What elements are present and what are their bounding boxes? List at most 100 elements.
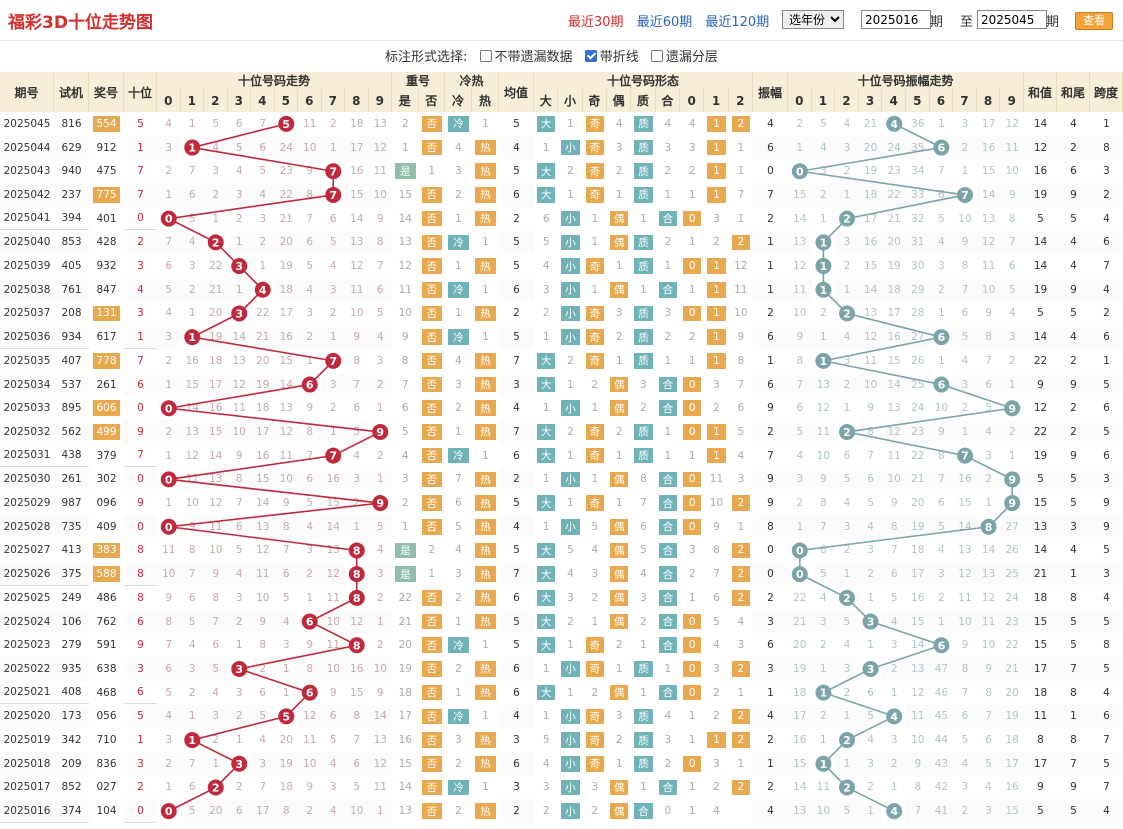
shape-cell: 11 — [734, 283, 748, 296]
amp-omission: 6 — [788, 396, 812, 421]
shape-cell: 1 — [707, 305, 726, 322]
shape-cell: 1 — [567, 188, 574, 201]
trend-omission: 7 — [345, 728, 369, 752]
shape-cell: 5 — [640, 544, 647, 557]
trend-omission: 4 — [368, 325, 392, 349]
row-tail: 6 — [1057, 159, 1090, 184]
trend-omission: 12 — [227, 372, 251, 397]
period-120-link[interactable]: 最近120期 — [705, 15, 770, 30]
amp-omission: 21 — [906, 467, 930, 492]
checkbox-icon[interactable] — [479, 50, 492, 62]
amp-omission: 3 — [1000, 325, 1024, 349]
shape-cell: 合 — [658, 779, 677, 796]
trend-omission: 9 — [251, 609, 275, 634]
row-ten: 7 — [124, 183, 157, 207]
trend-omission: 1 — [204, 751, 228, 776]
trend-omission: 5 — [251, 704, 275, 729]
shape-cell: 8 — [737, 354, 745, 367]
row-number: 775 — [93, 187, 120, 203]
shape-cell: 1 — [707, 258, 726, 274]
trend-omission: 14 — [368, 704, 392, 729]
amp-omission: 5 — [835, 467, 859, 492]
row-tail: 4 — [1057, 325, 1090, 349]
row-test: 209 — [54, 751, 89, 776]
amp-omission: 4 — [953, 751, 977, 776]
header-avg: 均值 — [499, 72, 534, 112]
shape-cell: 偶 — [610, 281, 629, 298]
amp-omission: 8 — [953, 657, 977, 681]
row-test: 895 — [54, 396, 89, 421]
coldhot-cell: 1 — [455, 212, 462, 225]
repeat-cell: 否 — [421, 281, 442, 298]
option-polyline[interactable]: 带折线 — [584, 46, 639, 65]
repeat-cell: 否 — [421, 305, 442, 322]
period-30-link[interactable]: 最近30期 — [568, 15, 624, 30]
row-tail: 1 — [1057, 704, 1090, 729]
shape-cell: 4 — [713, 639, 720, 652]
repeat-cell: 18 — [398, 686, 412, 699]
coldhot-cell: 冷 — [448, 637, 469, 654]
checkbox-checked-icon[interactable] — [584, 50, 597, 62]
shape-cell: 7 — [737, 378, 745, 391]
trend-omission: 4 — [368, 538, 392, 563]
option-no-omission[interactable]: 不带遗漏数据 — [479, 46, 573, 65]
range-to-input[interactable] — [977, 10, 1047, 29]
year-select[interactable]: 选年份 — [782, 10, 844, 29]
shape-cell: 1 — [615, 260, 623, 273]
trend-omission: 3 — [227, 680, 251, 705]
trend-omission: 3 — [345, 467, 369, 492]
trend-omission: 10 — [345, 301, 369, 326]
shape-cell: 质 — [634, 258, 653, 274]
period-60-link[interactable]: 最近60期 — [636, 15, 693, 30]
row-amplitude: 3 — [753, 657, 788, 681]
row-test: 237 — [54, 183, 89, 207]
amp-omission: 7 — [929, 159, 954, 184]
amp-omission: 6 — [976, 728, 1001, 752]
row-amplitude: 2 — [753, 420, 788, 444]
coldhot-cell: 热 — [475, 755, 496, 772]
coldhot-cell: 6 — [455, 497, 462, 510]
repeat-cell: 21 — [398, 615, 412, 628]
repeat-cell: 否 — [421, 353, 442, 369]
shape-cell: 3 — [664, 307, 672, 320]
row-id: 2025031 — [0, 443, 54, 468]
row-span: 1 — [1090, 349, 1123, 373]
page-title: 福彩3D十位走势图 — [8, 13, 153, 33]
shape-cell: 1 — [591, 402, 599, 415]
row-sum: 22 — [1024, 420, 1057, 444]
shape-cell: 质 — [634, 329, 653, 345]
range-from-input[interactable] — [861, 10, 931, 29]
shape-cell: 小 — [561, 210, 580, 227]
row-number: 932 — [96, 260, 117, 273]
option-omission-layer[interactable]: 遗漏分层 — [650, 46, 718, 65]
amp-omission: 15 — [882, 349, 906, 373]
trend-omission: 1 — [321, 325, 345, 349]
coldhot-cell: 1 — [482, 331, 489, 344]
option-label: 遗漏分层 — [665, 50, 718, 65]
amp-omission: 11 — [811, 420, 836, 444]
trend-omission: 2 — [227, 704, 251, 729]
row-avg: 6 — [499, 277, 534, 302]
shape-cell: 5 — [542, 734, 550, 747]
checkbox-icon[interactable] — [650, 50, 663, 62]
trend-omission: 1 — [368, 396, 392, 421]
repeat-cell: 13 — [398, 805, 412, 818]
row-test: 413 — [54, 538, 89, 563]
amp-omission: 5 — [858, 704, 883, 729]
trend-omission: 16 — [321, 467, 345, 492]
row-span: 5 — [1090, 657, 1123, 681]
row-id: 2025024 — [0, 609, 54, 634]
trend-omission: 3 — [368, 349, 392, 373]
shape-cell: 0 — [683, 258, 702, 274]
shape-cell: 合 — [658, 590, 677, 606]
trend-omission: 7 — [204, 609, 228, 634]
row-avg: 6 — [499, 443, 534, 468]
row-span: 4 — [1090, 277, 1123, 302]
query-button[interactable]: 查看 — [1075, 12, 1113, 30]
row-id: 2025027 — [0, 538, 54, 563]
row-number: 778 — [93, 353, 120, 369]
trend-omission: 6 — [251, 135, 275, 160]
row-test: 342 — [54, 728, 89, 752]
amp-omission: 4 — [976, 420, 1001, 444]
header-id[interactable]: 期号 — [0, 72, 54, 112]
